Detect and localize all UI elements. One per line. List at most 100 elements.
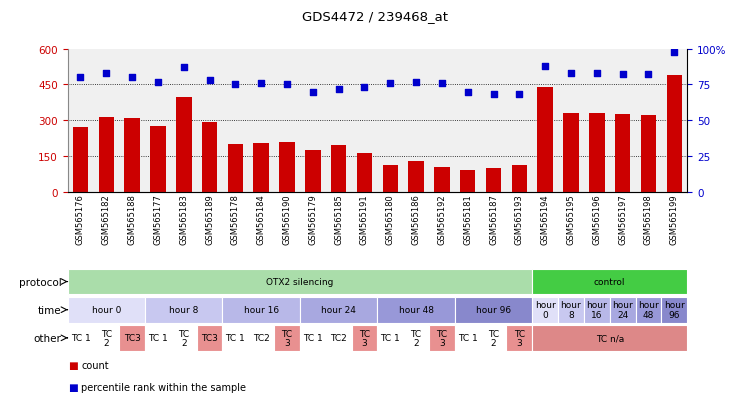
Bar: [145, 297, 222, 323]
Text: TC n/a: TC n/a: [596, 334, 624, 342]
Text: TC2: TC2: [253, 334, 270, 342]
Point: [178, 65, 190, 71]
Text: TC
3: TC 3: [359, 329, 370, 347]
Text: TC 1: TC 1: [381, 334, 400, 342]
Point: [126, 75, 138, 81]
Bar: [150, 127, 166, 192]
Point: [436, 81, 448, 87]
Bar: [378, 297, 455, 323]
Text: control: control: [594, 278, 626, 286]
Bar: [563, 114, 579, 192]
Point: [333, 86, 345, 93]
Bar: [409, 161, 424, 192]
Text: TC 1: TC 1: [458, 334, 478, 342]
Text: hour
8: hour 8: [560, 301, 581, 319]
Point: [229, 82, 241, 88]
Text: TC 1: TC 1: [225, 334, 246, 342]
Text: TC3: TC3: [201, 334, 218, 342]
Point: [385, 81, 397, 87]
Point: [487, 92, 499, 98]
Text: hour
96: hour 96: [664, 301, 685, 319]
Bar: [73, 128, 89, 192]
Point: [101, 71, 113, 77]
Bar: [119, 325, 145, 351]
Bar: [351, 325, 378, 351]
Text: hour 24: hour 24: [321, 306, 356, 314]
Text: TC
2: TC 2: [411, 329, 421, 347]
Bar: [171, 325, 197, 351]
Text: hour 96: hour 96: [476, 306, 511, 314]
Bar: [460, 171, 475, 192]
Bar: [279, 142, 295, 192]
Point: [617, 72, 629, 78]
Bar: [403, 325, 429, 351]
Bar: [532, 325, 687, 351]
Text: hour 48: hour 48: [399, 306, 433, 314]
Bar: [532, 269, 687, 295]
Text: ■: ■: [68, 360, 77, 370]
Bar: [249, 325, 274, 351]
Text: TC
3: TC 3: [436, 329, 448, 347]
Bar: [222, 297, 300, 323]
Text: ■: ■: [68, 382, 77, 392]
Point: [307, 89, 319, 96]
Text: TC
2: TC 2: [488, 329, 499, 347]
Bar: [254, 143, 269, 192]
Bar: [68, 325, 93, 351]
Text: hour 16: hour 16: [243, 306, 279, 314]
Bar: [641, 116, 656, 192]
Text: hour 8: hour 8: [169, 306, 198, 314]
Bar: [228, 145, 243, 192]
Bar: [305, 150, 321, 192]
Bar: [589, 114, 605, 192]
Bar: [222, 325, 249, 351]
Text: TC 1: TC 1: [71, 334, 90, 342]
Point: [565, 71, 577, 77]
Text: hour 0: hour 0: [92, 306, 121, 314]
Bar: [662, 297, 687, 323]
Bar: [506, 325, 532, 351]
Point: [204, 78, 216, 84]
Text: TC2: TC2: [330, 334, 347, 342]
Bar: [481, 325, 506, 351]
Bar: [357, 154, 372, 192]
Bar: [532, 297, 558, 323]
Point: [462, 89, 474, 96]
Bar: [455, 297, 532, 323]
Bar: [434, 167, 450, 192]
Bar: [455, 325, 481, 351]
Bar: [538, 88, 553, 192]
Text: TC
2: TC 2: [178, 329, 189, 347]
Point: [74, 75, 86, 81]
Bar: [610, 297, 635, 323]
Bar: [326, 325, 351, 351]
Text: TC3: TC3: [124, 334, 140, 342]
Point: [642, 72, 654, 78]
Bar: [125, 119, 140, 192]
Point: [514, 92, 526, 98]
Bar: [558, 297, 584, 323]
Text: percentile rank within the sample: percentile rank within the sample: [81, 382, 246, 392]
Point: [591, 71, 603, 77]
Point: [255, 81, 267, 87]
Point: [281, 82, 293, 88]
Bar: [98, 117, 114, 192]
Bar: [635, 297, 662, 323]
Text: GDS4472 / 239468_at: GDS4472 / 239468_at: [303, 10, 448, 23]
Text: TC 1: TC 1: [303, 334, 323, 342]
Bar: [378, 325, 403, 351]
Bar: [300, 297, 378, 323]
Bar: [382, 166, 398, 192]
Bar: [300, 325, 326, 351]
Bar: [584, 297, 610, 323]
Bar: [667, 76, 682, 192]
Bar: [429, 325, 455, 351]
Text: hour
48: hour 48: [638, 301, 659, 319]
Text: hour
16: hour 16: [587, 301, 608, 319]
Point: [410, 79, 422, 85]
Bar: [615, 115, 630, 192]
Text: protocol: protocol: [19, 277, 62, 287]
Text: OTX2 silencing: OTX2 silencing: [267, 278, 333, 286]
Bar: [68, 297, 145, 323]
Text: other: other: [34, 333, 62, 343]
